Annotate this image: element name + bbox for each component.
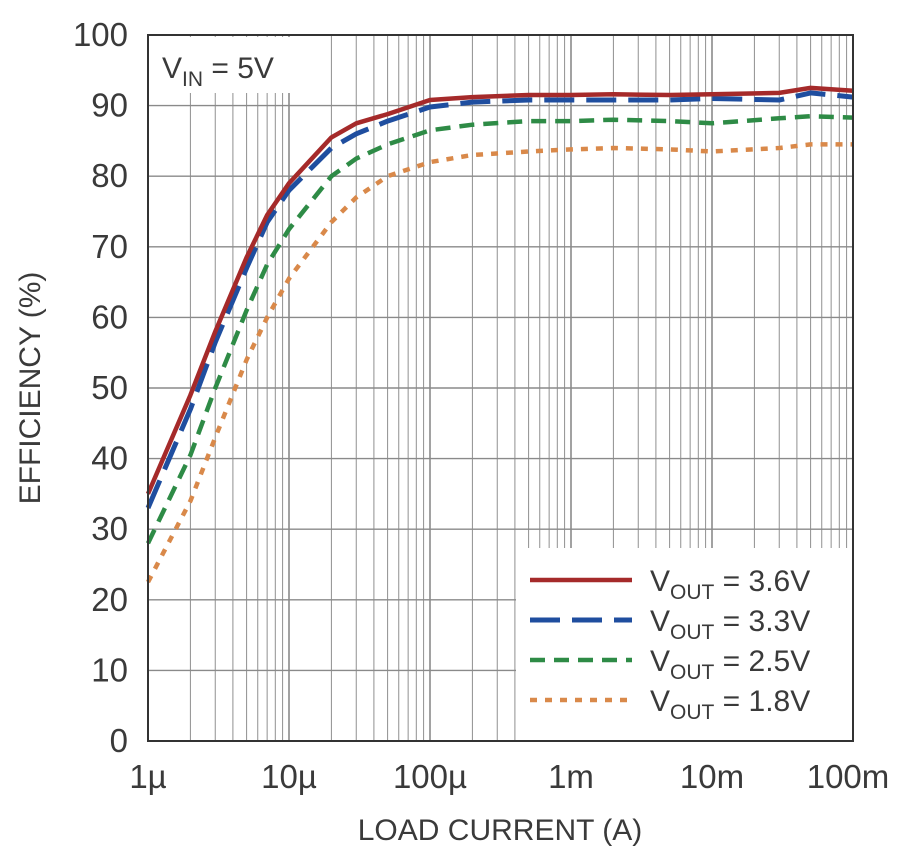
series-line xyxy=(145,90,854,509)
y-tick-label: 90 xyxy=(91,87,128,124)
y-axis-label: EFFICIENCY (%) xyxy=(14,272,47,505)
y-tick-label: 0 xyxy=(110,722,128,759)
legend-label: VOUT = 3.3V xyxy=(650,605,810,644)
series-line xyxy=(145,113,854,545)
x-tick-label: 1µ xyxy=(129,758,166,795)
annotation-box xyxy=(150,37,296,93)
y-tick-label: 30 xyxy=(91,510,128,547)
legend-label: VOUT = 2.5V xyxy=(650,645,810,684)
y-tick-label: 50 xyxy=(91,369,128,406)
annotation-sub: IN xyxy=(182,68,203,91)
y-tick-label: 60 xyxy=(91,298,128,335)
annotation-text: VIN = 5V xyxy=(162,52,274,91)
y-tick-label: 20 xyxy=(91,581,128,618)
x-tick-label: 100µ xyxy=(393,758,467,795)
series-layer xyxy=(145,85,854,584)
x-tick-label: 10m xyxy=(680,758,744,795)
legend-label: VOUT = 1.8V xyxy=(650,685,810,724)
y-tick-label: 80 xyxy=(91,157,128,194)
x-tick-labels: 1µ 10µ 100µ 1m 10m 100m xyxy=(129,758,889,795)
series-line xyxy=(146,142,853,584)
plot-frame xyxy=(147,34,854,742)
annotation-main: V xyxy=(162,52,182,85)
annotation-rest: = 5V xyxy=(203,52,274,85)
x-axis-label: LOAD CURRENT (A) xyxy=(358,814,642,847)
y-tick-labels: 0 10 20 30 40 50 60 70 80 90 100 xyxy=(73,16,128,759)
y-tick-label: 10 xyxy=(91,651,128,688)
legend-label: VOUT = 3.6V xyxy=(650,565,810,604)
vin-annotation: VIN = 5V xyxy=(150,37,296,93)
x-tick-label: 10µ xyxy=(261,758,317,795)
y-tick-label: 40 xyxy=(91,440,128,477)
x-tick-label: 100m xyxy=(807,758,890,795)
series-line xyxy=(145,85,854,495)
y-tick-label: 100 xyxy=(73,16,128,53)
x-tick-label: 1m xyxy=(548,758,594,795)
y-tick-label: 70 xyxy=(91,228,128,265)
